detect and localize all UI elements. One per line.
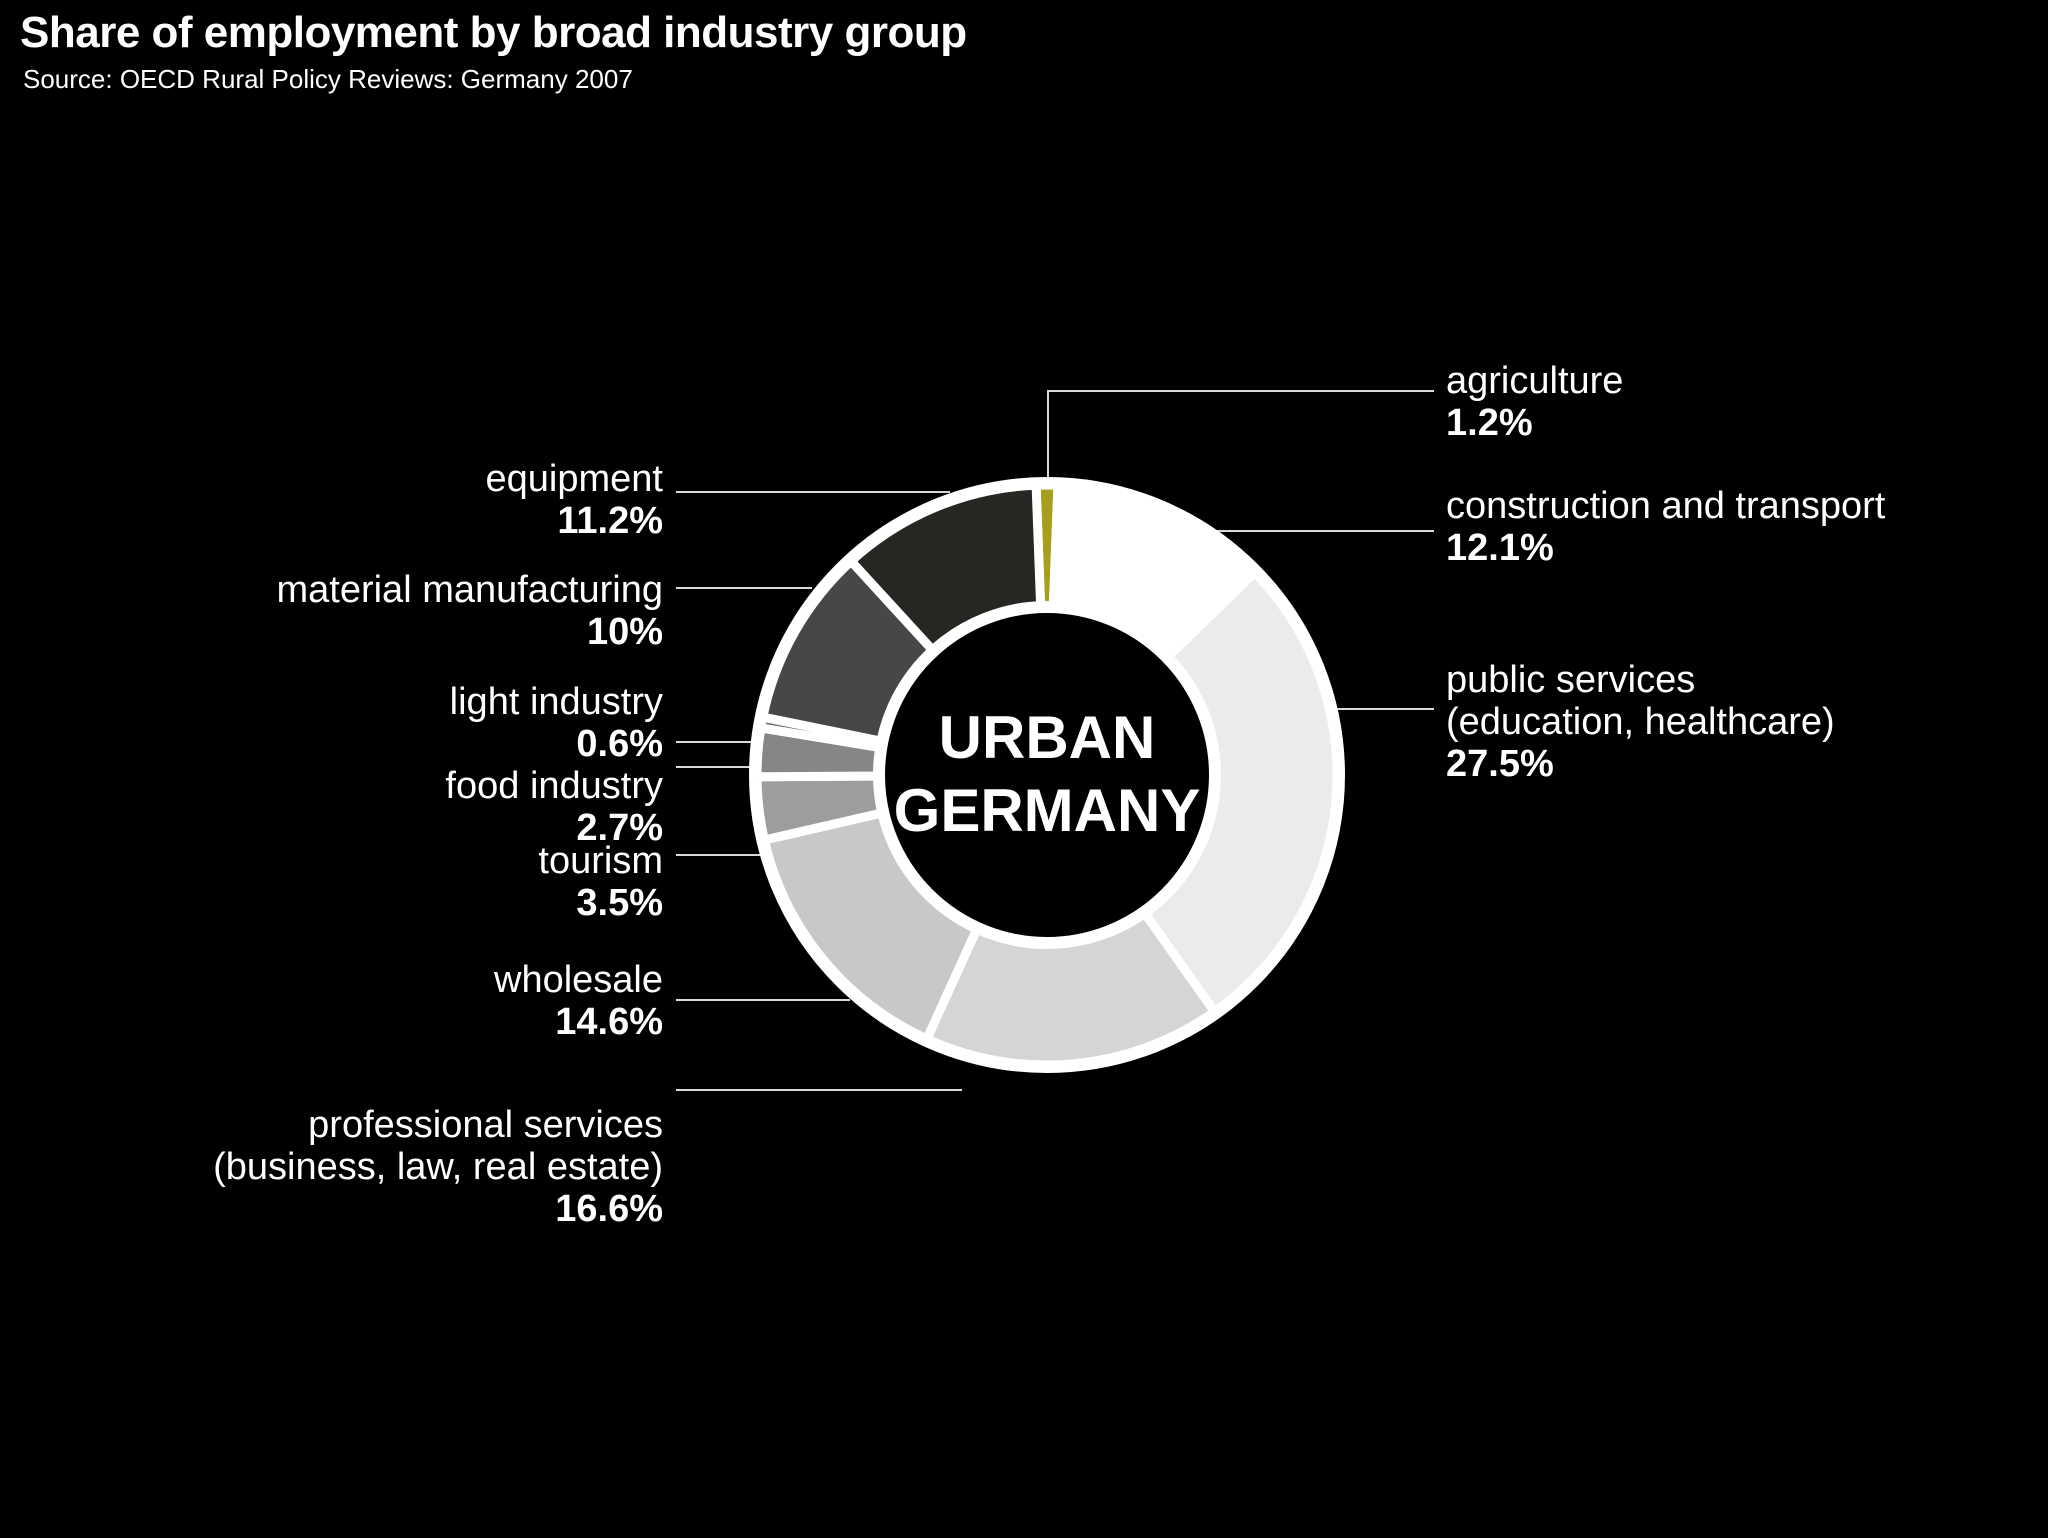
label-value: 1.2% <box>1446 402 1533 444</box>
callout-label-tourism: tourism 3.5% <box>538 840 663 924</box>
label-text: material manufacturing <box>276 569 663 611</box>
label-value: 12.1% <box>1446 527 1554 569</box>
callout-label-material-manufacturing: material manufacturing 10% <box>276 569 663 653</box>
callout-label-agriculture: agriculture 1.2% <box>1446 360 1623 444</box>
donut-center-label-line1: URBAN <box>939 704 1156 771</box>
label-value: 3.5% <box>576 882 663 924</box>
callout-label-wholesale: wholesale 14.6% <box>494 959 663 1043</box>
callout-label-food-industry: food industry 2.7% <box>445 765 663 849</box>
donut-inner-hole <box>873 601 1221 949</box>
label-value: 2.7% <box>576 807 663 849</box>
callout-label-construction: construction and transport 12.1% <box>1446 485 1885 569</box>
label-text: light industry <box>449 681 663 723</box>
label-subtext: (education, healthcare) <box>1446 701 1835 743</box>
label-text: public services <box>1446 659 1696 701</box>
callout-label-professional-services: professional services (business, law, re… <box>213 1104 663 1230</box>
label-text: agriculture <box>1446 360 1624 402</box>
label-subtext: (business, law, real estate) <box>213 1146 663 1188</box>
donut-center-label-line2: GERMANY <box>894 777 1201 844</box>
label-value: 11.2% <box>557 500 663 542</box>
label-text: food industry <box>445 765 663 807</box>
label-text: construction and transport <box>1446 485 1886 527</box>
source-line: Source: OECD Rural Policy Reviews: Germa… <box>23 64 633 94</box>
label-text: professional services <box>308 1104 663 1146</box>
leader-agriculture <box>1047 390 1434 484</box>
label-value: 14.6% <box>555 1001 663 1043</box>
callout-label-public-services: public services (education, healthcare) … <box>1446 659 1835 785</box>
label-value: 10% <box>586 611 663 653</box>
label-text: tourism <box>538 840 663 882</box>
label-value: 27.5% <box>1446 743 1554 785</box>
page-title: Share of employment by broad industry gr… <box>20 8 967 57</box>
label-value: 0.6% <box>576 723 663 765</box>
label-text: equipment <box>485 458 663 500</box>
donut-outer-ring <box>749 477 1345 1073</box>
callout-label-light-industry: light industry 0.6% <box>450 681 663 765</box>
label-value: 16.6% <box>555 1188 663 1230</box>
label-text: wholesale <box>494 959 663 1001</box>
callout-label-equipment: equipment 11.2% <box>486 458 663 542</box>
